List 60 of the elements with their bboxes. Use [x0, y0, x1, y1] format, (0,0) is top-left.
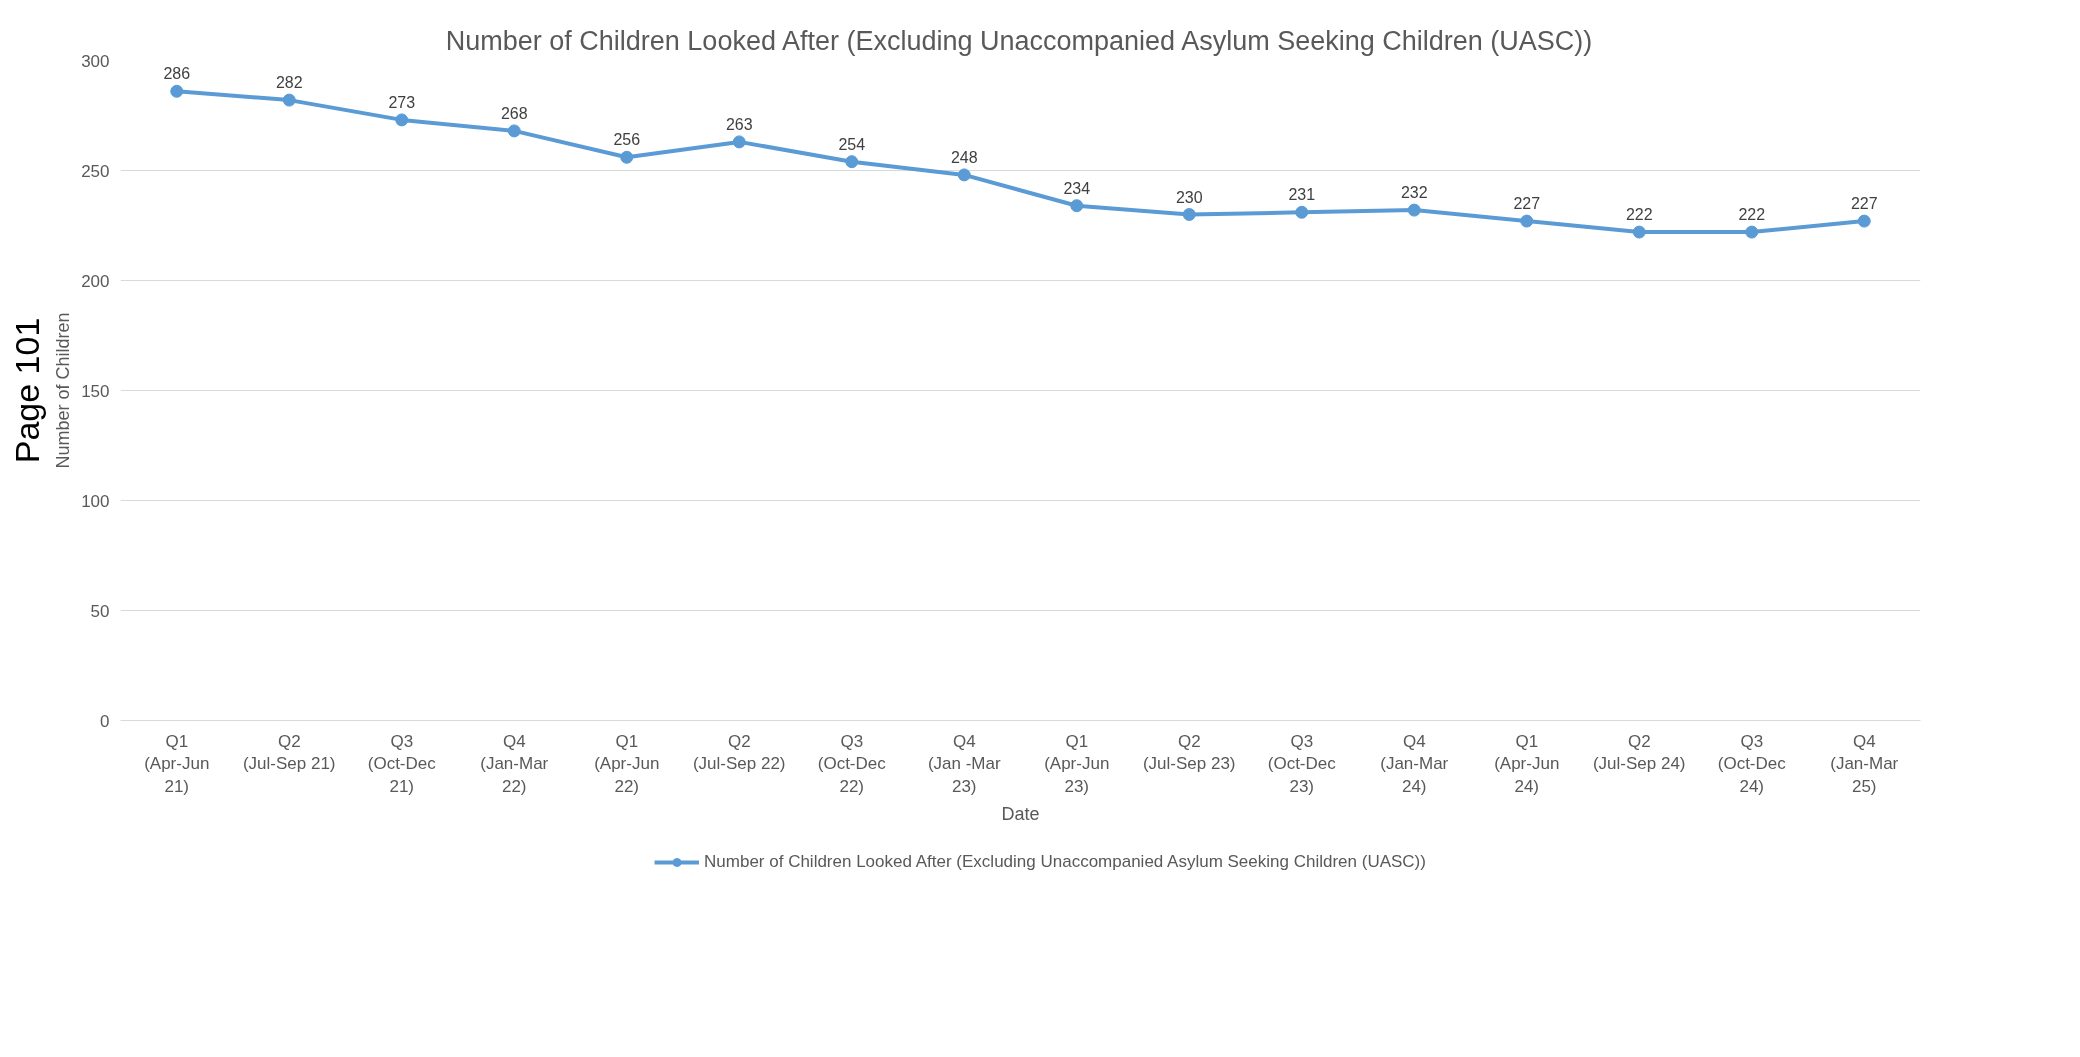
x-tick-label: Q2 (Jul-Sep 21): [242, 731, 336, 774]
point: [395, 113, 409, 127]
x-tick-label: Q2 (Jul-Sep 23): [1142, 731, 1236, 774]
y-axis-title: Number of Children: [53, 312, 74, 469]
point: [1295, 205, 1309, 219]
data-label: 230: [1175, 188, 1203, 206]
point: [1182, 208, 1196, 221]
point: [1407, 203, 1421, 217]
data-label: 222: [1625, 206, 1653, 224]
x-tick-label: Q1 (Apr-Jun 21): [144, 731, 210, 797]
x-axis-title: Date: [1001, 804, 1040, 825]
y-tick-label: 200: [81, 271, 110, 291]
data-label: 268: [500, 104, 528, 122]
point: [732, 135, 746, 149]
data-label: 254: [838, 135, 866, 153]
data-label: 256: [613, 131, 641, 149]
point: [1070, 199, 1084, 213]
x-tick-label: Q3 (Oct-Dec 21): [367, 731, 437, 797]
legend-label: Number of Children Looked After (Excluding Unaccompanied Asylum Seeking Children (UASC)): [704, 852, 1426, 872]
point: [282, 93, 296, 107]
data-label: 263: [725, 115, 753, 133]
point: [845, 155, 859, 169]
x-tick-label: Q2 (Jul-Sep 22): [692, 731, 786, 774]
x-tick-label: Q1 (Apr-Jun 23): [1044, 731, 1110, 797]
point: [1520, 214, 1534, 228]
x-tick-label: Q3 (Oct-Dec 24): [1717, 731, 1787, 797]
point: [507, 124, 521, 138]
x-tick-label: Q1 (Apr-Jun 22): [594, 731, 660, 797]
x-tick-label: Q2 (Jul-Sep 24): [1592, 731, 1686, 774]
point: [1745, 225, 1759, 239]
point: [1857, 214, 1871, 228]
data-label: 227: [1513, 195, 1541, 213]
data-label: 227: [1850, 195, 1878, 213]
data-label: 286: [163, 65, 191, 83]
point: [170, 84, 184, 98]
x-tick-label: Q1 (Apr-Jun 24): [1494, 731, 1560, 797]
x-tick-label: Q3 (Oct-Dec 23): [1267, 731, 1337, 797]
text: Page 101: [7, 317, 46, 464]
data-label: 282: [275, 74, 303, 92]
data-label: 273: [388, 93, 416, 111]
chart-title: Number of Children Looked After (Excluding Unaccompanied Asylum Seeking Children (UASC)): [445, 25, 1593, 56]
data-label: 232: [1400, 184, 1428, 202]
data-label: 234: [1063, 179, 1091, 197]
x-tick-label: Q4 (Jan -Mar 23): [927, 731, 1001, 797]
y-tick-label: 0: [100, 711, 110, 731]
data-label: 231: [1288, 186, 1316, 204]
y-tick-label: 250: [81, 161, 110, 181]
y-tick-label: 100: [81, 491, 110, 511]
x-tick-label: Q3 (Oct-Dec 22): [817, 731, 887, 797]
y-tick-label: 300: [81, 51, 110, 71]
data-label: 248: [950, 148, 978, 166]
x-tick-label: Q4 (Jan-Mar 22): [480, 731, 549, 797]
y-tick-label: 50: [90, 601, 110, 621]
x-tick-label: Q4 (Jan-Mar 25): [1830, 731, 1899, 797]
y-tick-label: 150: [81, 381, 110, 401]
point: [620, 150, 634, 164]
point: [957, 168, 971, 182]
point: [1632, 225, 1646, 239]
x-tick-label: Q4 (Jan-Mar 24): [1380, 731, 1449, 797]
data-label: 222: [1738, 206, 1766, 224]
